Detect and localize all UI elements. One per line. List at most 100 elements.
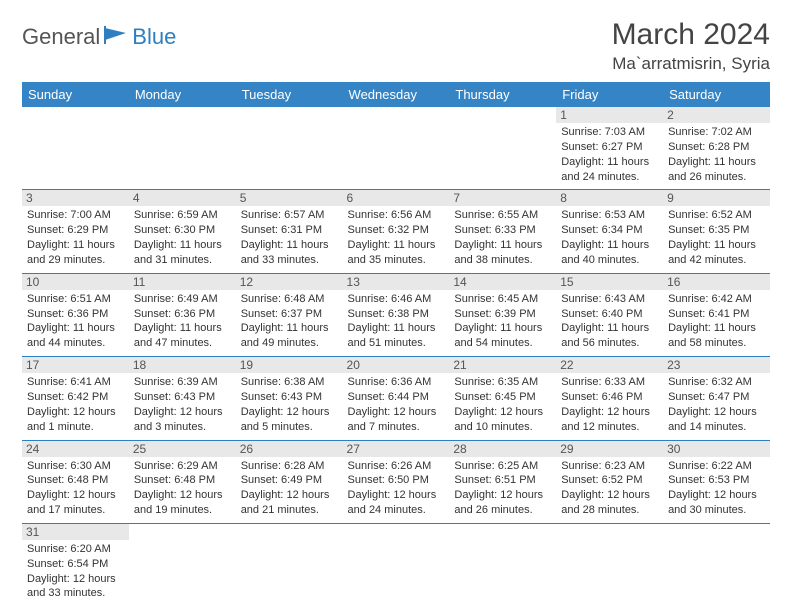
day-header: Wednesday xyxy=(343,82,450,107)
calendar-cell: 31 Sunrise: 6:20 AMSunset: 6:54 PMDayligh… xyxy=(22,523,129,606)
day-number: 2 xyxy=(663,107,770,123)
daylight-text: and 33 minutes. xyxy=(241,253,338,268)
daylight-text: and 28 minutes. xyxy=(561,503,658,518)
daylight-text: Daylight: 11 hours xyxy=(454,238,551,253)
day-number: 6 xyxy=(343,190,450,206)
sunrise-text: Sunrise: 6:55 AM xyxy=(454,208,551,223)
daylight-text: Daylight: 12 hours xyxy=(241,488,338,503)
daylight-text: and 12 minutes. xyxy=(561,420,658,435)
day-number: 26 xyxy=(236,441,343,457)
sunset-text: Sunset: 6:51 PM xyxy=(454,473,551,488)
calendar-row: 17 Sunrise: 6:41 AMSunset: 6:42 PMDayligh… xyxy=(22,357,770,440)
daylight-text: and 7 minutes. xyxy=(348,420,445,435)
calendar-cell: 23Sunrise: 6:32 AMSunset: 6:47 PMDayligh… xyxy=(663,357,770,440)
sunset-text: Sunset: 6:42 PM xyxy=(27,390,124,405)
sunset-text: Sunset: 6:33 PM xyxy=(454,223,551,238)
logo-text-blue: Blue xyxy=(132,24,176,50)
sunset-text: Sunset: 6:49 PM xyxy=(241,473,338,488)
sunrise-text: Sunrise: 6:41 AM xyxy=(27,375,124,390)
day-number: 7 xyxy=(449,190,556,206)
calendar-cell: 26Sunrise: 6:28 AMSunset: 6:49 PMDayligh… xyxy=(236,440,343,523)
day-header-row: Sunday Monday Tuesday Wednesday Thursday… xyxy=(22,82,770,107)
calendar-cell: 3Sunrise: 7:00 AMSunset: 6:29 PMDaylight… xyxy=(22,190,129,273)
daylight-text: and 40 minutes. xyxy=(561,253,658,268)
daylight-text: and 35 minutes. xyxy=(348,253,445,268)
calendar-cell xyxy=(343,523,450,606)
day-number: 15 xyxy=(556,274,663,290)
day-header: Thursday xyxy=(449,82,556,107)
sunrise-text: Sunrise: 6:59 AM xyxy=(134,208,231,223)
day-number: 25 xyxy=(129,441,236,457)
calendar-cell: 8Sunrise: 6:53 AMSunset: 6:34 PMDaylight… xyxy=(556,190,663,273)
calendar-cell xyxy=(22,107,129,190)
day-number: 17 xyxy=(22,357,129,373)
sunrise-text: Sunrise: 6:25 AM xyxy=(454,459,551,474)
daylight-text: and 14 minutes. xyxy=(668,420,765,435)
sunrise-text: Sunrise: 6:52 AM xyxy=(668,208,765,223)
day-number: 19 xyxy=(236,357,343,373)
calendar-cell: 21Sunrise: 6:35 AMSunset: 6:45 PMDayligh… xyxy=(449,357,556,440)
sunset-text: Sunset: 6:36 PM xyxy=(27,307,124,322)
sunset-text: Sunset: 6:54 PM xyxy=(27,557,124,572)
sunset-text: Sunset: 6:36 PM xyxy=(134,307,231,322)
sunset-text: Sunset: 6:45 PM xyxy=(454,390,551,405)
calendar-cell: 11Sunrise: 6:49 AMSunset: 6:36 PMDayligh… xyxy=(129,273,236,356)
daylight-text: Daylight: 12 hours xyxy=(134,488,231,503)
sunrise-text: Sunrise: 6:22 AM xyxy=(668,459,765,474)
day-number: 31 xyxy=(22,524,129,540)
sunrise-text: Sunrise: 6:42 AM xyxy=(668,292,765,307)
calendar-cell: 2Sunrise: 7:02 AMSunset: 6:28 PMDaylight… xyxy=(663,107,770,190)
sunrise-text: Sunrise: 6:51 AM xyxy=(27,292,124,307)
logo-flag-icon xyxy=(104,26,130,49)
calendar-cell xyxy=(449,107,556,190)
daylight-text: Daylight: 11 hours xyxy=(134,321,231,336)
sunset-text: Sunset: 6:52 PM xyxy=(561,473,658,488)
calendar-cell xyxy=(236,523,343,606)
day-number: 14 xyxy=(449,274,556,290)
sunrise-text: Sunrise: 6:43 AM xyxy=(561,292,658,307)
sunrise-text: Sunrise: 6:35 AM xyxy=(454,375,551,390)
sunset-text: Sunset: 6:46 PM xyxy=(561,390,658,405)
calendar-cell xyxy=(556,523,663,606)
day-number: 29 xyxy=(556,441,663,457)
daylight-text: Daylight: 11 hours xyxy=(348,238,445,253)
daylight-text: and 33 minutes. xyxy=(27,586,124,601)
calendar-cell: 10Sunrise: 6:51 AMSunset: 6:36 PMDayligh… xyxy=(22,273,129,356)
daylight-text: and 56 minutes. xyxy=(561,336,658,351)
day-number: 10 xyxy=(22,274,129,290)
calendar-row: 10Sunrise: 6:51 AMSunset: 6:36 PMDayligh… xyxy=(22,273,770,356)
sunset-text: Sunset: 6:35 PM xyxy=(668,223,765,238)
daylight-text: and 1 minute. xyxy=(27,420,124,435)
daylight-text: Daylight: 12 hours xyxy=(668,488,765,503)
day-number: 9 xyxy=(663,190,770,206)
sunset-text: Sunset: 6:43 PM xyxy=(134,390,231,405)
daylight-text: and 51 minutes. xyxy=(348,336,445,351)
sunrise-text: Sunrise: 6:46 AM xyxy=(348,292,445,307)
sunset-text: Sunset: 6:41 PM xyxy=(668,307,765,322)
day-number: 24 xyxy=(22,441,129,457)
sunrise-text: Sunrise: 6:20 AM xyxy=(27,542,124,557)
day-number: 12 xyxy=(236,274,343,290)
day-header: Friday xyxy=(556,82,663,107)
day-number: 18 xyxy=(129,357,236,373)
day-header: Monday xyxy=(129,82,236,107)
calendar-cell: 16Sunrise: 6:42 AMSunset: 6:41 PMDayligh… xyxy=(663,273,770,356)
daylight-text: and 17 minutes. xyxy=(27,503,124,518)
sunrise-text: Sunrise: 6:26 AM xyxy=(348,459,445,474)
calendar-cell: 28Sunrise: 6:25 AMSunset: 6:51 PMDayligh… xyxy=(449,440,556,523)
logo: General Blue xyxy=(22,24,176,50)
calendar-cell: 30Sunrise: 6:22 AMSunset: 6:53 PMDayligh… xyxy=(663,440,770,523)
calendar-cell: 1Sunrise: 7:03 AMSunset: 6:27 PMDaylight… xyxy=(556,107,663,190)
daylight-text: and 54 minutes. xyxy=(454,336,551,351)
day-number: 16 xyxy=(663,274,770,290)
day-number: 21 xyxy=(449,357,556,373)
daylight-text: Daylight: 11 hours xyxy=(241,238,338,253)
calendar-cell: 20Sunrise: 6:36 AMSunset: 6:44 PMDayligh… xyxy=(343,357,450,440)
daylight-text: Daylight: 12 hours xyxy=(27,488,124,503)
daylight-text: Daylight: 12 hours xyxy=(27,405,124,420)
sunset-text: Sunset: 6:34 PM xyxy=(561,223,658,238)
day-header: Tuesday xyxy=(236,82,343,107)
daylight-text: Daylight: 12 hours xyxy=(27,572,124,587)
daylight-text: Daylight: 11 hours xyxy=(561,321,658,336)
calendar-cell: 22Sunrise: 6:33 AMSunset: 6:46 PMDayligh… xyxy=(556,357,663,440)
